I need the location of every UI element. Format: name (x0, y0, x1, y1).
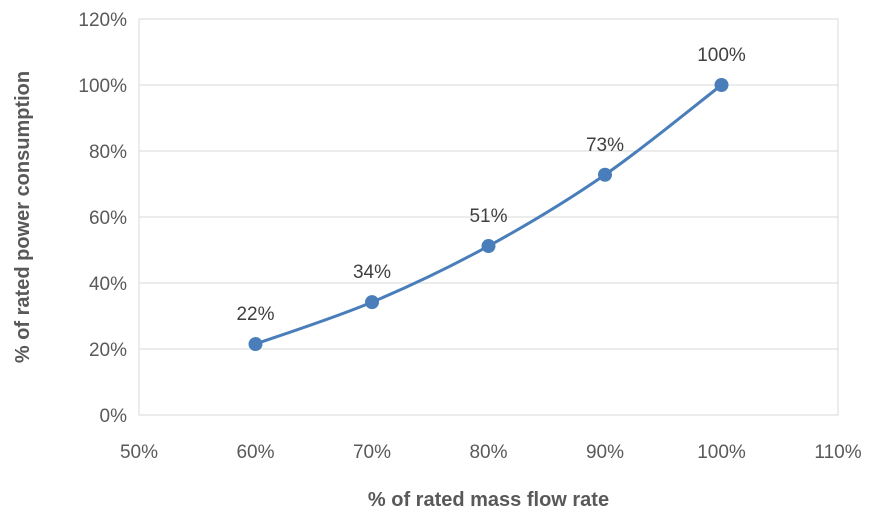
x-tick-label: 90% (586, 442, 624, 463)
data-label: 22% (236, 304, 274, 325)
y-tick-label: 120% (78, 10, 127, 31)
data-label: 34% (353, 262, 391, 283)
x-tick-label: 80% (469, 442, 507, 463)
x-tick-label: 110% (814, 442, 861, 463)
y-tick-label: 60% (89, 208, 127, 229)
y-tick-label: 20% (89, 340, 127, 361)
y-tick-label: 80% (89, 142, 127, 163)
x-tick-label: 60% (236, 442, 274, 463)
y-tick-label: 40% (89, 274, 127, 295)
data-point-marker (365, 295, 379, 310)
y-tick-label: 0% (100, 406, 128, 427)
x-tick-label: 100% (697, 442, 746, 463)
series-layer (248, 78, 729, 352)
data-label: 100% (697, 45, 746, 66)
x-axis-tick-labels: 50% 60% 70% 80% 90% 100% 110% (120, 442, 862, 463)
x-tick-label: 50% (120, 442, 158, 463)
x-axis-title: % of rated mass flow rate (368, 489, 609, 511)
data-labels: 22% 34% 51% 73% 100% (236, 45, 745, 325)
plot-area-border (138, 18, 839, 416)
data-label: 73% (586, 135, 624, 156)
data-point-marker (248, 337, 263, 352)
y-axis-tick-labels: 0% 20% 40% 60% 80% 100% 120% (78, 10, 127, 427)
data-point-marker (481, 239, 496, 254)
y-tick-label: 100% (78, 76, 127, 97)
x-tick-label: 70% (353, 442, 391, 463)
data-label: 51% (469, 206, 507, 227)
y-axis-title: % of rated power consumption (12, 71, 34, 363)
data-point-marker (598, 167, 612, 182)
data-point-marker (714, 78, 729, 92)
